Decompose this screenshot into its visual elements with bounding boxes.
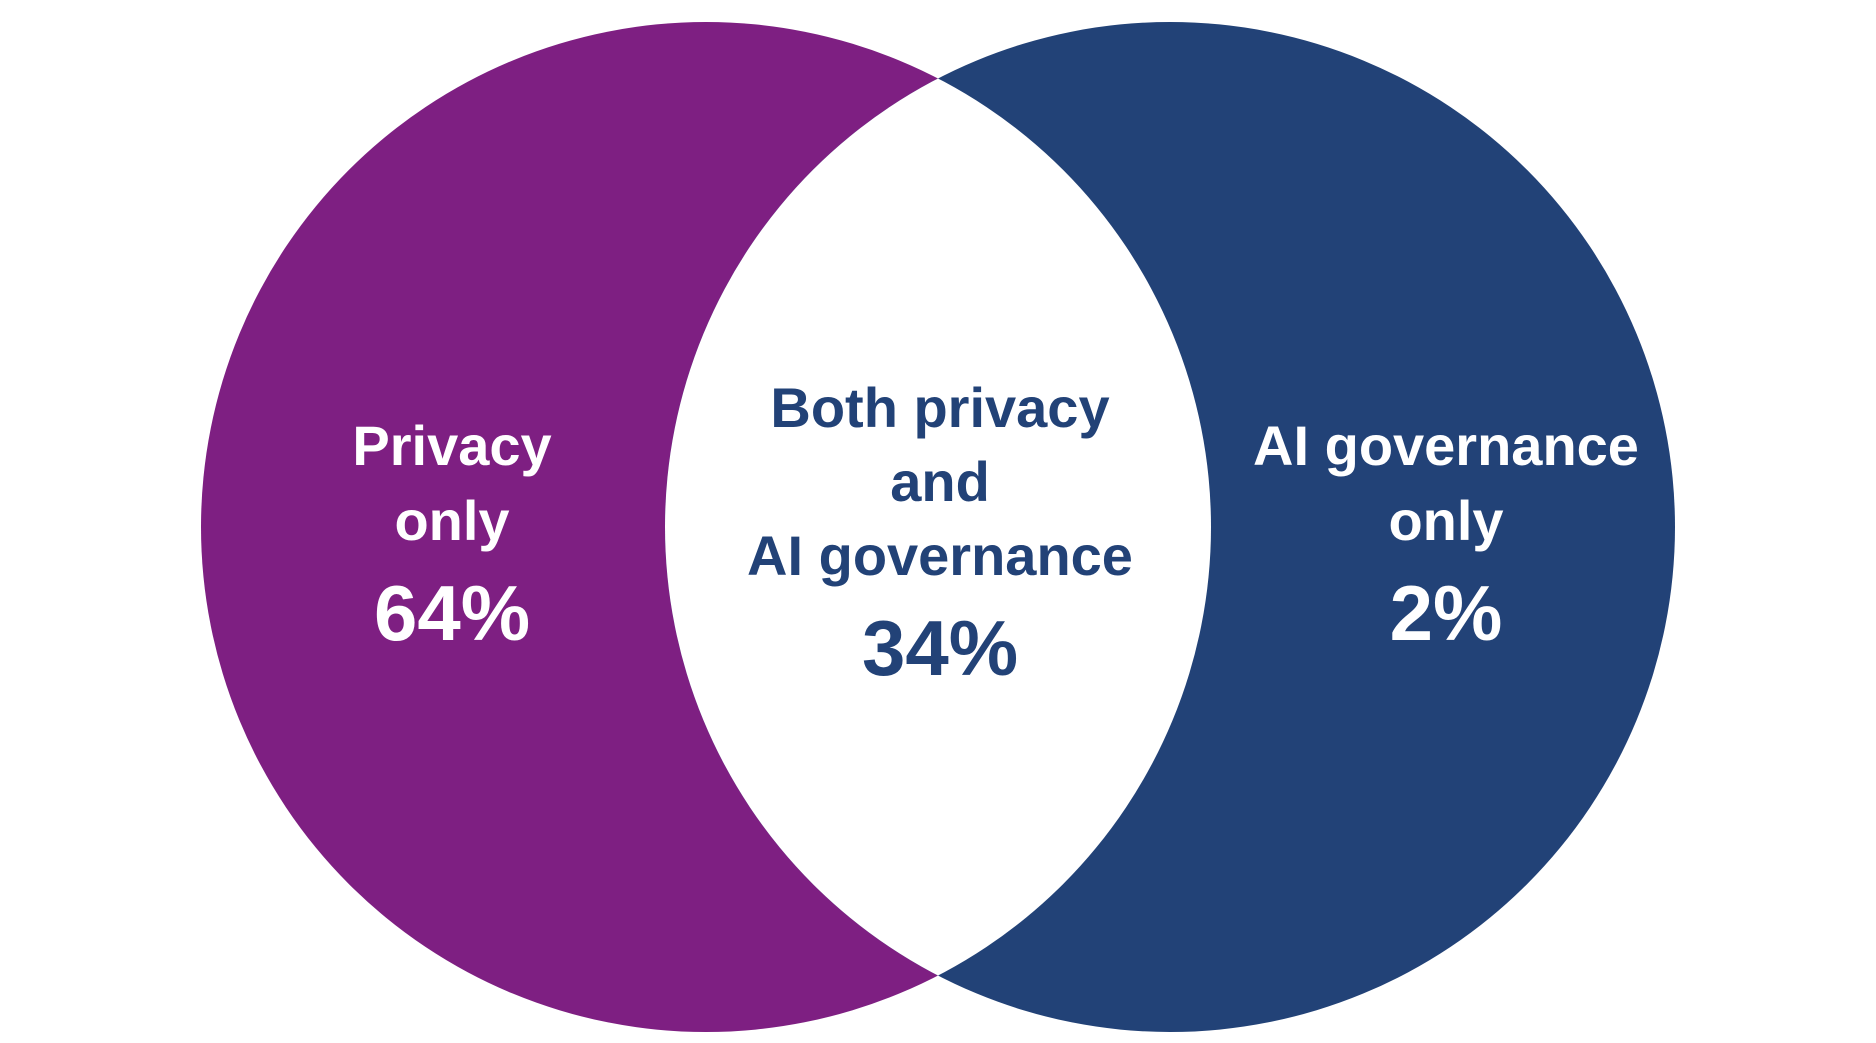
privacy-only-line-2: only [394, 489, 509, 552]
both-line-3: AI governance [747, 524, 1133, 587]
ai-governance-only-line-1: AI governance [1253, 414, 1639, 477]
privacy-only-value: 64% [374, 569, 530, 657]
privacy-only-line-1: Privacy [352, 414, 551, 477]
ai-governance-only-line-2: only [1388, 489, 1503, 552]
both-value: 34% [862, 604, 1018, 692]
ai-governance-only-label: AI governance only 2% [1253, 414, 1639, 657]
overlap-region [665, 22, 1211, 1032]
both-line-2: and [890, 450, 990, 513]
both-line-1: Both privacy [770, 376, 1109, 439]
ai-governance-only-value: 2% [1390, 569, 1503, 657]
both-label: Both privacy and AI governance 34% [747, 376, 1133, 692]
privacy-only-label: Privacy only 64% [352, 414, 551, 657]
